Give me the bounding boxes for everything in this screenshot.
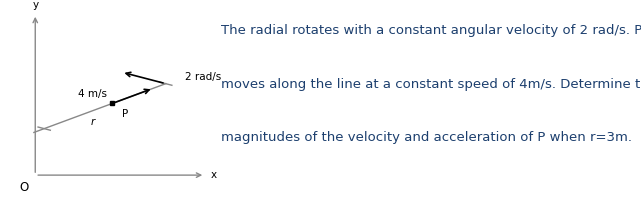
Text: y: y xyxy=(32,0,38,10)
Text: r: r xyxy=(91,117,95,127)
Text: The radial rotates with a constant angular velocity of 2 rad/s. Point P: The radial rotates with a constant angul… xyxy=(221,24,641,37)
Text: x: x xyxy=(210,170,217,180)
Text: 2 rad/s: 2 rad/s xyxy=(185,72,221,82)
Text: magnitudes of the velocity and acceleration of P when r=3m.: magnitudes of the velocity and accelerat… xyxy=(221,131,632,144)
Text: P: P xyxy=(122,109,128,119)
Text: O: O xyxy=(19,180,28,194)
Text: moves along the line at a constant speed of 4m/s. Determine the: moves along the line at a constant speed… xyxy=(221,78,641,91)
Text: 4 m/s: 4 m/s xyxy=(78,89,107,99)
